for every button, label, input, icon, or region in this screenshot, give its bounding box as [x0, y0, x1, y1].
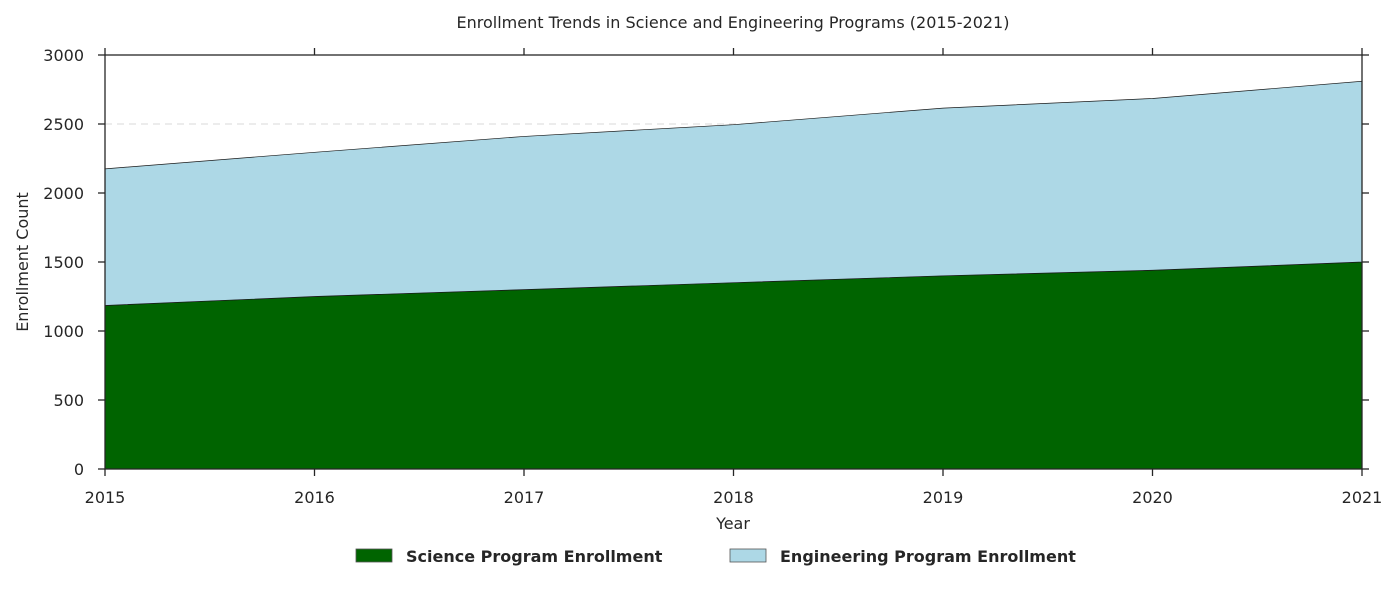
- legend-swatch-0: [355, 548, 393, 563]
- x-tick-label-2016: 2016: [294, 488, 335, 507]
- y-axis-label: Enrollment Count: [13, 192, 32, 332]
- legend-swatch-1: [729, 548, 767, 563]
- x-tick-label-2018: 2018: [713, 488, 754, 507]
- legend: Science Program Enrollment Engineering Pr…: [355, 547, 1076, 566]
- x-tick-label-2020: 2020: [1132, 488, 1173, 507]
- x-axis: 2015 2016 2017 2018 2019 2020 2021: [85, 48, 1383, 507]
- chart-title: Enrollment Trends in Science and Enginee…: [457, 13, 1010, 32]
- y-tick-label-2500: 2500: [43, 115, 84, 134]
- x-axis-label: Year: [715, 514, 750, 533]
- x-tick-label-2015: 2015: [85, 488, 126, 507]
- legend-label-1: Engineering Program Enrollment: [780, 547, 1076, 566]
- stacked-areas: [104, 80, 1363, 470]
- y-tick-label-3000: 3000: [43, 46, 84, 65]
- y-tick-label-500: 500: [53, 391, 84, 410]
- y-tick-label-1000: 1000: [43, 322, 84, 341]
- y-axis: 0 500 1000 1500 2000 2500 3000: [43, 46, 1369, 479]
- x-tick-label-2019: 2019: [923, 488, 964, 507]
- y-tick-label-1500: 1500: [43, 253, 84, 272]
- y-tick-label-2000: 2000: [43, 184, 84, 203]
- y-tick-label-0: 0: [74, 460, 84, 479]
- x-tick-label-2017: 2017: [504, 488, 545, 507]
- x-tick-label-2021: 2021: [1342, 488, 1383, 507]
- legend-label-0: Science Program Enrollment: [406, 547, 663, 566]
